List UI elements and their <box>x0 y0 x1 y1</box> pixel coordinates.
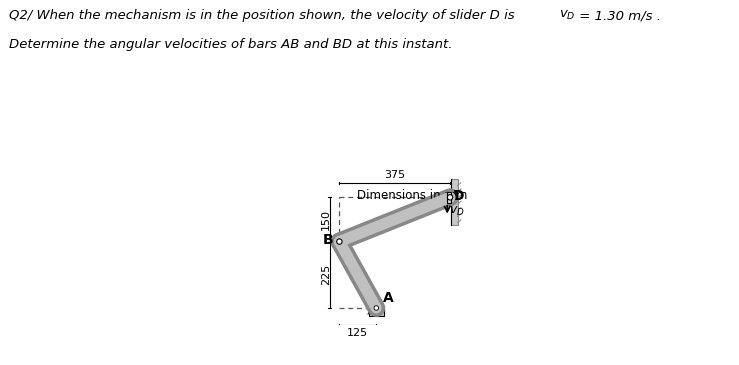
Bar <box>447 192 452 203</box>
Circle shape <box>448 195 452 200</box>
Circle shape <box>338 240 341 243</box>
Text: B: B <box>323 233 333 247</box>
Text: 125: 125 <box>347 328 369 338</box>
Circle shape <box>375 306 378 310</box>
Text: 375: 375 <box>384 170 405 180</box>
Text: Dimensions in mm: Dimensions in mm <box>357 189 468 202</box>
Bar <box>369 310 384 316</box>
Text: Determine the angular velocities of bars AB and BD at this instant.: Determine the angular velocities of bars… <box>9 38 452 51</box>
Text: D: D <box>452 189 464 203</box>
Text: A: A <box>383 291 393 305</box>
Circle shape <box>375 307 378 309</box>
Text: $v_D$: $v_D$ <box>559 9 575 22</box>
Circle shape <box>337 239 342 244</box>
Circle shape <box>449 196 452 199</box>
Text: $v_D$: $v_D$ <box>449 205 464 219</box>
Bar <box>452 179 457 226</box>
Text: = 1.30 m/s .: = 1.30 m/s . <box>575 9 661 22</box>
Text: 150: 150 <box>321 209 331 230</box>
Text: 225: 225 <box>321 264 331 285</box>
Text: Q2/ When the mechanism is in the position shown, the velocity of slider D is: Q2/ When the mechanism is in the positio… <box>9 9 519 22</box>
